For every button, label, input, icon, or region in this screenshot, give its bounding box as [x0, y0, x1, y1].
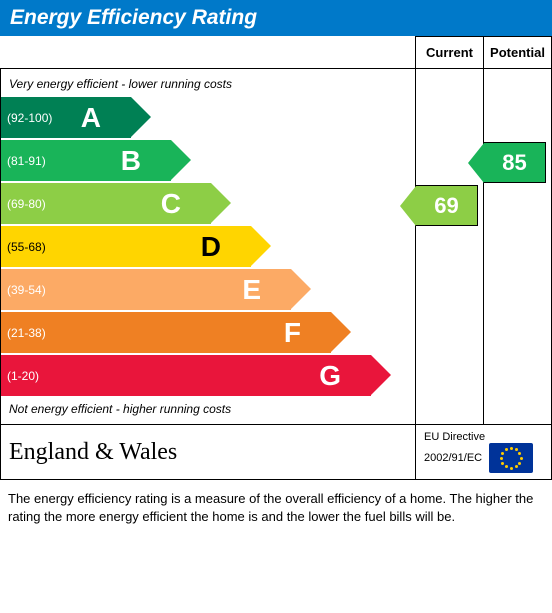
potential-rating-value: 85 [484, 142, 546, 183]
current-rating-value: 69 [416, 185, 478, 226]
epc-chart: Energy Efficiency Rating Current Potenti… [0, 0, 552, 526]
band-bar: (1-20) G [1, 355, 371, 396]
band-a: (92-100) A [1, 97, 415, 138]
band-letter: F [284, 317, 301, 349]
band-e: (39-54) E [1, 269, 415, 310]
chart-title: Energy Efficiency Rating [0, 0, 552, 36]
blank-header [1, 37, 416, 69]
band-letter: C [161, 188, 181, 220]
band-g: (1-20) G [1, 355, 415, 396]
current-column: 69 [416, 69, 484, 425]
band-bar: (21-38) F [1, 312, 331, 353]
band-bar: (92-100) A [1, 97, 131, 138]
band-c: (69-80) C [1, 183, 415, 224]
directive-cell: EU Directive 2002/91/EC [416, 425, 552, 480]
band-range: (55-68) [1, 240, 46, 254]
band-arrow-head [371, 355, 391, 395]
arrow-head-icon [468, 143, 484, 183]
bands-container: (92-100) A (81-91) B (69-80) C (55-68) D (39-54)… [1, 97, 415, 396]
band-range: (39-54) [1, 283, 46, 297]
band-arrow-head [331, 312, 351, 352]
potential-header: Potential [484, 37, 552, 69]
band-letter: B [121, 145, 141, 177]
band-arrow-head [211, 183, 231, 223]
directive-line1: EU Directive [424, 431, 485, 443]
band-bar: (39-54) E [1, 269, 291, 310]
current-rating-arrow: 69 [400, 185, 478, 226]
band-range: (21-38) [1, 326, 46, 340]
region-label: England & Wales [9, 439, 177, 465]
band-f: (21-38) F [1, 312, 415, 353]
bottom-efficiency-label: Not energy efficient - higher running co… [1, 402, 415, 416]
band-letter: A [81, 102, 101, 134]
bands-cell: Very energy efficient - lower running co… [1, 69, 416, 425]
band-range: (69-80) [1, 197, 46, 211]
region-cell: England & Wales [1, 425, 416, 480]
chart-table: Current Potential Very energy efficient … [0, 36, 552, 480]
potential-column: 85 [484, 69, 552, 425]
band-range: (92-100) [1, 111, 52, 125]
band-arrow-head [251, 226, 271, 266]
band-letter: D [201, 231, 221, 263]
potential-rating-arrow: 85 [468, 142, 546, 183]
arrow-head-icon [400, 186, 416, 226]
band-arrow-head [171, 140, 191, 180]
top-efficiency-label: Very energy efficient - lower running co… [1, 77, 415, 91]
band-b: (81-91) B [1, 140, 415, 181]
band-letter: E [242, 274, 261, 306]
eu-flag-icon [489, 443, 533, 473]
chart-caption: The energy efficiency rating is a measur… [0, 480, 552, 526]
current-header: Current [416, 37, 484, 69]
directive-line2: 2002/91/EC [424, 452, 482, 464]
band-range: (81-91) [1, 154, 46, 168]
band-range: (1-20) [1, 369, 39, 383]
band-arrow-head [131, 97, 151, 137]
band-letter: G [319, 360, 341, 392]
band-bar: (69-80) C [1, 183, 211, 224]
band-d: (55-68) D [1, 226, 415, 267]
band-arrow-head [291, 269, 311, 309]
band-bar: (55-68) D [1, 226, 251, 267]
band-bar: (81-91) B [1, 140, 171, 181]
